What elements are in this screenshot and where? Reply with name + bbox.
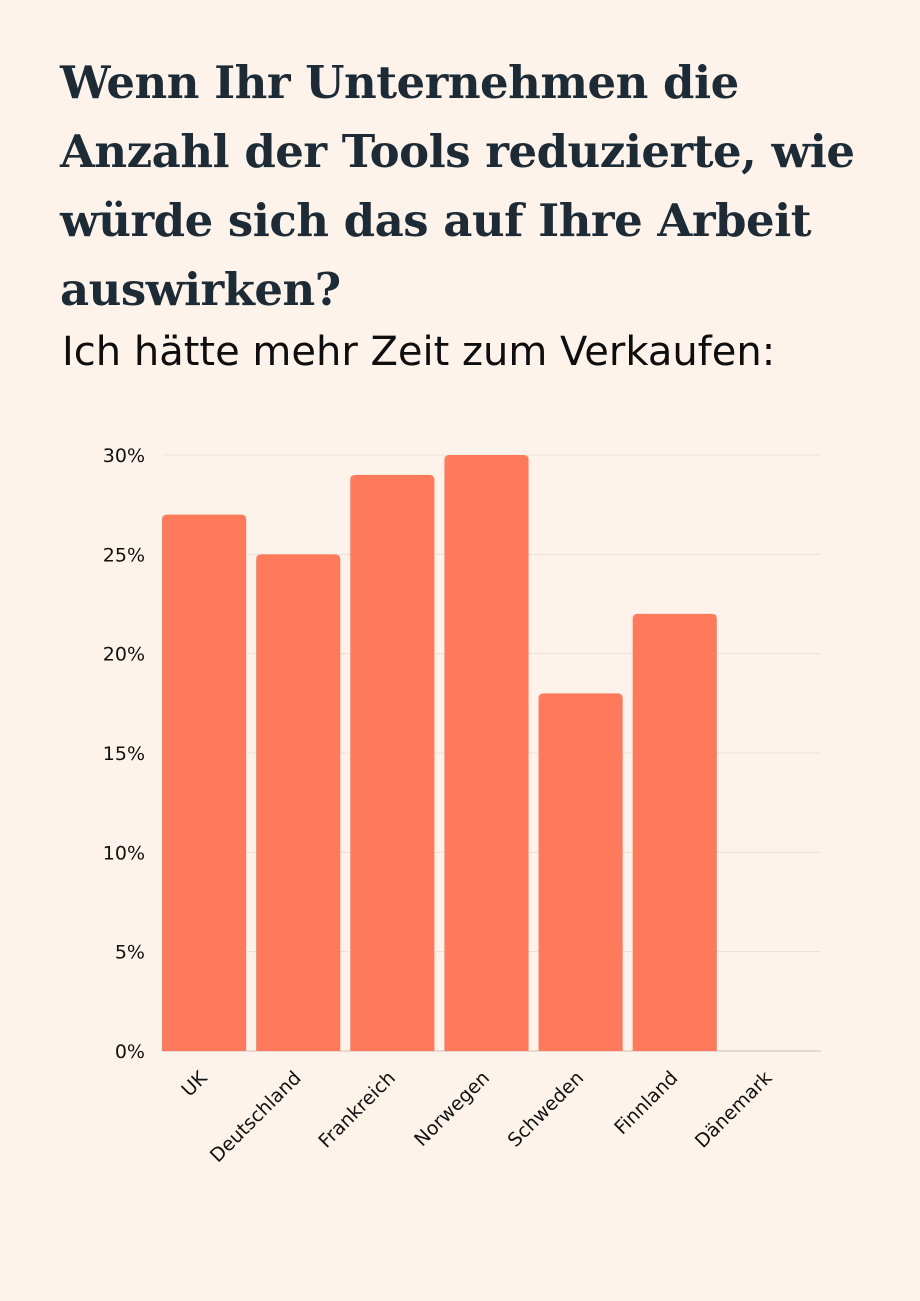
y-tick-label: 0% [115, 1041, 145, 1063]
y-tick-label: 15% [103, 743, 145, 765]
bar-norwegen [444, 455, 529, 1051]
bars [162, 455, 717, 1051]
y-tick-label: 10% [103, 842, 145, 864]
x-tick-label: Dänemark [691, 1067, 777, 1153]
x-tick-label: Deutschland [206, 1067, 306, 1167]
chart-title: Ich hätte mehr Zeit zum Verkaufen: [62, 329, 776, 375]
bar-deutschland [256, 554, 341, 1051]
headline: Wenn Ihr Unternehmen die Anzahl der Tool… [60, 56, 855, 316]
y-tick-label: 30% [103, 445, 145, 467]
bar-schweden [538, 693, 623, 1051]
x-tick-label: Frankreich [314, 1067, 399, 1152]
bar-frankreich [350, 474, 435, 1051]
x-tick-label: Schweden [504, 1067, 589, 1152]
y-tick-label: 5% [115, 942, 145, 964]
x-tick-label: Finnland [610, 1067, 682, 1139]
x-tick-label: Norwegen [410, 1067, 494, 1151]
bar-uk [162, 514, 247, 1051]
y-axis-ticks: 0% 5% 10% 15% 20% 25% 30% [103, 445, 145, 1063]
x-tick-label: UK [177, 1067, 212, 1102]
y-tick-label: 20% [103, 644, 145, 666]
y-tick-label: 25% [103, 544, 145, 566]
bar-finnland [632, 613, 717, 1051]
